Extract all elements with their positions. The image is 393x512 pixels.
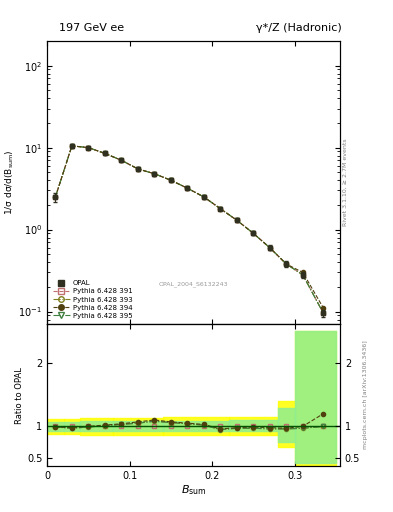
X-axis label: $B_{\mathrm{sum}}$: $B_{\mathrm{sum}}$ — [181, 483, 206, 497]
Y-axis label: Rivet 3.1.10, ≥ 2.7M events: Rivet 3.1.10, ≥ 2.7M events — [343, 139, 348, 226]
Legend: OPAL, Pythia 6.428 391, Pythia 6.428 393, Pythia 6.428 394, Pythia 6.428 395: OPAL, Pythia 6.428 391, Pythia 6.428 393… — [51, 279, 135, 321]
Y-axis label: mcplots.cern.ch [arXiv:1306.3436]: mcplots.cern.ch [arXiv:1306.3436] — [363, 340, 368, 450]
Y-axis label: Ratio to OPAL: Ratio to OPAL — [15, 367, 24, 423]
Text: OPAL_2004_S6132243: OPAL_2004_S6132243 — [159, 282, 228, 287]
Text: 197 GeV ee: 197 GeV ee — [59, 23, 124, 33]
Text: γ*/Z (Hadronic): γ*/Z (Hadronic) — [256, 23, 342, 33]
Y-axis label: 1/σ dσ/d(B$_{\mathrm{sum}}$): 1/σ dσ/d(B$_{\mathrm{sum}}$) — [3, 150, 16, 216]
